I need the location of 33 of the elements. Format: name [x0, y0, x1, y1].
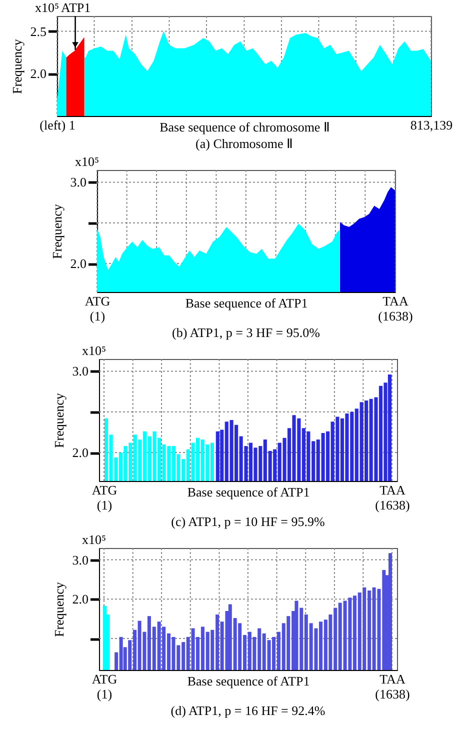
- y-axis-title: Frequency: [8, 38, 24, 94]
- x-tick-label: (left) 1: [39, 118, 75, 132]
- x-tick-label: TAA (1638): [375, 672, 410, 702]
- text: x10⁵: [34, 0, 58, 15]
- x-tick-label: ATG (1): [92, 482, 118, 512]
- y-tick-label: 2.0: [30, 66, 46, 82]
- y-axis-title: Frequency: [51, 392, 66, 448]
- y-tick-label: 2.0: [72, 592, 88, 607]
- x-axis-title: Base sequence of ATP1: [187, 674, 310, 688]
- y-tick-label: 3.0: [72, 552, 88, 568]
- x-tick-label: TAA (1638): [378, 294, 412, 324]
- x-axis-title: Base sequence of ATP1: [184, 296, 308, 310]
- y-tick-label: 2.0: [70, 256, 86, 272]
- x-tick-label: 813,139: [410, 118, 452, 132]
- text: x10⁵: [82, 343, 106, 358]
- y-axis-title: Frequency: [48, 204, 64, 259]
- y-tick-label: 2.0: [72, 445, 88, 460]
- text: x10⁵: [82, 532, 106, 547]
- y-tick-label: 3.0: [70, 174, 86, 190]
- text: (d) ATP1, p = 16 HF = 92.4%: [170, 703, 326, 718]
- text: (b) ATP1, p = 3 HF = 95.0%: [172, 325, 320, 340]
- text: ATP1: [60, 0, 90, 15]
- x-tick-label: ATG (1): [84, 294, 110, 324]
- text: (c) ATP1, p = 10 HF = 95.9%: [171, 514, 326, 529]
- x-axis-title: Base sequence of ATP1: [187, 484, 310, 500]
- text: x10⁵: [74, 154, 98, 169]
- x-tick-label: ATG (1): [92, 672, 118, 702]
- y-axis-title: Frequency: [51, 582, 66, 637]
- y-tick-label: 2.5: [30, 24, 46, 39]
- x-tick-label: TAA (1638): [375, 482, 410, 512]
- text: (a) Chromosome Ⅱ: [195, 136, 292, 151]
- x-axis-title: Base sequence of chromosome Ⅱ: [159, 120, 329, 134]
- y-tick-label: 3.0: [72, 364, 88, 379]
